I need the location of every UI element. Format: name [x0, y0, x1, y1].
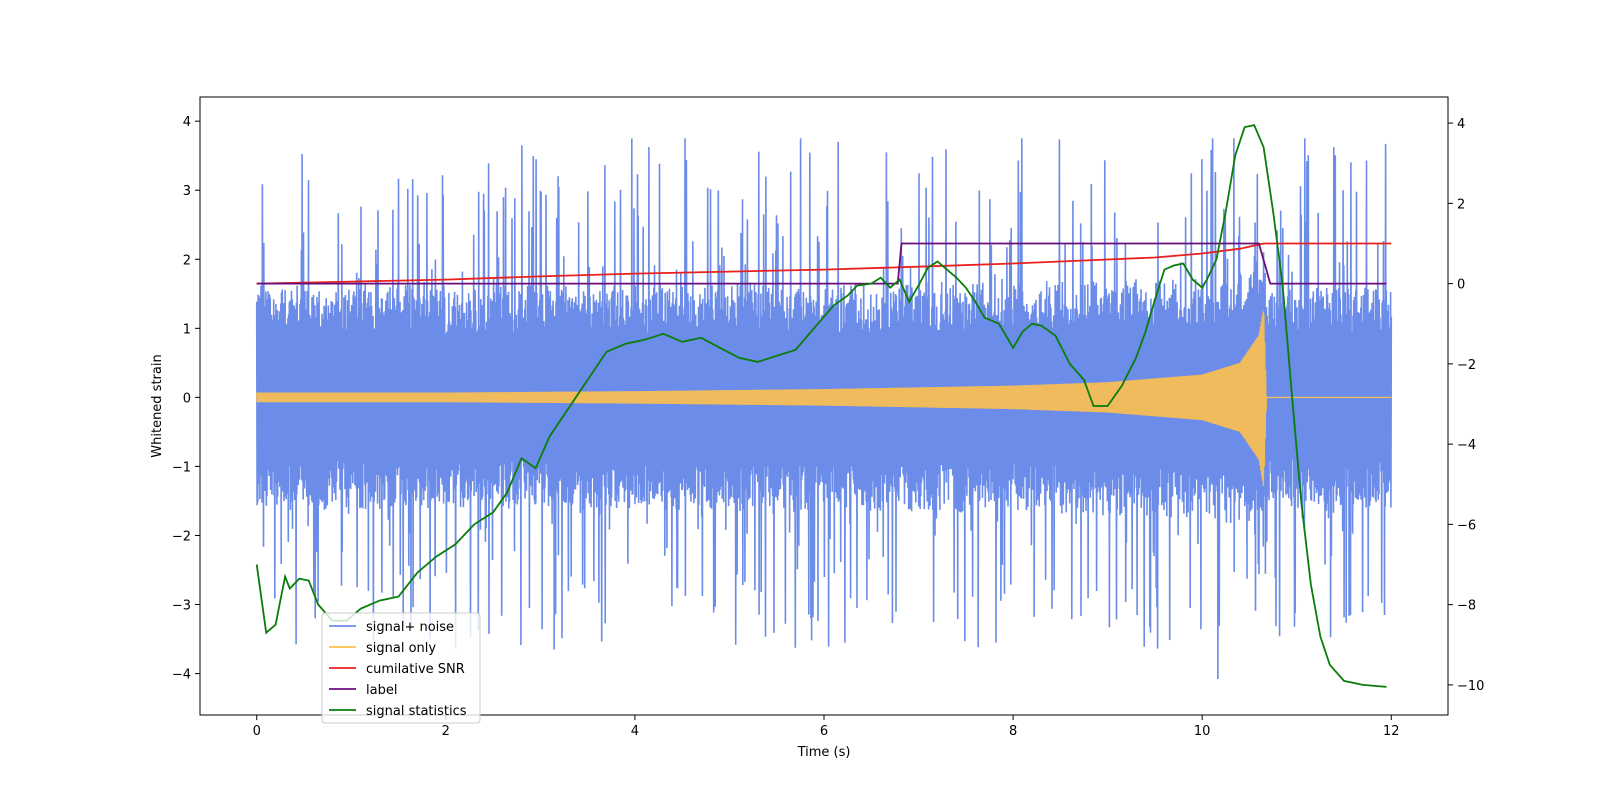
series-layer — [255, 124, 1393, 688]
x-tick-label: 10 — [1194, 724, 1211, 739]
x-tick-label: 6 — [820, 724, 828, 739]
secondary-y-axis-ticks: −10 −8 −6 −4 −2 0 2 4 — [1448, 117, 1484, 694]
legend-label-cumulative-snr: cumilative SNR — [366, 662, 465, 677]
y2-tick-label: −6 — [1457, 518, 1476, 533]
legend-label-label: label — [366, 683, 397, 698]
y-tick-label: 3 — [183, 184, 191, 199]
y2-tick-label: 2 — [1457, 197, 1465, 212]
y-tick-label: −1 — [172, 460, 191, 475]
y-tick-label: −4 — [172, 668, 191, 683]
x-axis-label: Time (s) — [797, 745, 851, 760]
y-axis-label: Whitened strain — [150, 354, 165, 457]
y2-tick-label: −4 — [1457, 438, 1476, 453]
y2-tick-label: −8 — [1457, 599, 1476, 614]
signal-only-line — [256, 311, 1392, 486]
y-tick-label: 1 — [183, 322, 191, 337]
x-tick-label: 8 — [1009, 724, 1017, 739]
y-tick-label: 0 — [183, 391, 191, 406]
legend-label-signal-plus-noise: signal+ noise — [366, 620, 454, 635]
legend: signal+ noise signal only cumilative SNR… — [321, 612, 481, 724]
x-tick-label: 2 — [442, 724, 450, 739]
y-tick-label: 2 — [183, 253, 191, 268]
cumulative-snr-line — [256, 242, 1392, 285]
legend-label-signal-only: signal only — [366, 641, 436, 656]
y-tick-label: −2 — [172, 529, 191, 544]
y2-tick-label: 4 — [1457, 117, 1465, 132]
y2-tick-label: 0 — [1457, 278, 1465, 293]
legend-label-signal-statistics: signal statistics — [366, 704, 467, 719]
x-tick-label: 12 — [1383, 724, 1400, 739]
y2-tick-label: −10 — [1457, 679, 1484, 694]
y-axis-ticks: −4 −3 −2 −1 0 1 2 3 4 — [172, 115, 200, 683]
x-tick-label: 0 — [253, 724, 261, 739]
legend-box — [321, 612, 481, 724]
y-tick-label: 4 — [183, 115, 191, 130]
y2-tick-label: −2 — [1457, 358, 1476, 373]
label-line — [256, 242, 1387, 285]
x-tick-label: 4 — [631, 724, 639, 739]
x-axis-ticks: 0 2 4 6 8 10 12 — [253, 715, 1400, 739]
signal-statistics-line — [255, 124, 1387, 688]
y-tick-label: −3 — [172, 599, 191, 614]
